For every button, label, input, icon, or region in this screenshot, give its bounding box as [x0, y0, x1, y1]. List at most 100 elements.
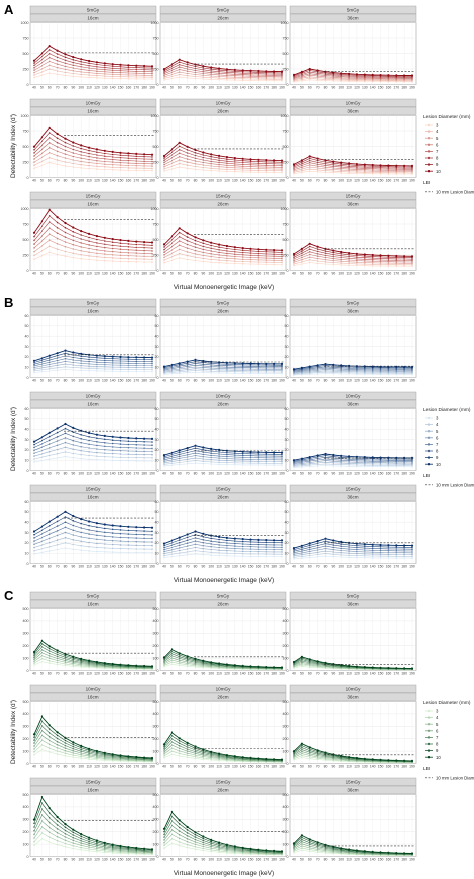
- series-point: [281, 367, 283, 369]
- series-point: [281, 459, 283, 461]
- x-tick-label: 160: [126, 379, 132, 383]
- series-point: [151, 544, 153, 547]
- series-line: [163, 838, 283, 855]
- x-tick-label: 40: [32, 179, 36, 183]
- series-point: [371, 553, 374, 555]
- strip-size-label: 36cm: [347, 494, 358, 499]
- series-point: [80, 661, 82, 664]
- series-point: [48, 64, 51, 67]
- series-point: [241, 249, 244, 252]
- series-point: [233, 68, 236, 71]
- series-point: [186, 548, 189, 550]
- x-tick-label: 130: [232, 379, 238, 383]
- series-point: [395, 548, 398, 550]
- series-point: [127, 540, 130, 543]
- series-point: [226, 262, 228, 265]
- x-tick-label: 80: [324, 379, 328, 383]
- y-tick-label: 50: [285, 324, 289, 328]
- series-point: [178, 830, 181, 832]
- series-point: [257, 848, 260, 851]
- series-point: [64, 366, 67, 368]
- x-tick-label: 170: [263, 765, 269, 769]
- series-point: [249, 371, 252, 373]
- series-point: [64, 451, 67, 453]
- series-point: [249, 543, 252, 546]
- series-point: [111, 161, 114, 163]
- series-point: [72, 524, 75, 527]
- series-point: [348, 368, 350, 371]
- series-point: [340, 465, 343, 467]
- series-line: [33, 838, 153, 855]
- series-point: [88, 358, 90, 361]
- series-point: [226, 250, 228, 252]
- series-point: [403, 759, 406, 762]
- x-tick-label: 190: [279, 672, 285, 676]
- series-point: [348, 77, 350, 79]
- series-point: [355, 455, 358, 458]
- y-tick-label: 40: [285, 334, 289, 338]
- x-tick-label: 170: [393, 379, 399, 383]
- series-point: [104, 73, 106, 75]
- series-point: [111, 63, 114, 66]
- series-point: [387, 369, 390, 371]
- series-point: [151, 537, 153, 540]
- series-line: [293, 373, 413, 376]
- series-point: [48, 52, 51, 55]
- series-point: [210, 365, 212, 368]
- series-point: [41, 533, 43, 535]
- series-point: [265, 457, 268, 459]
- series-point: [356, 371, 358, 373]
- series-point: [210, 758, 212, 760]
- series-point: [257, 254, 260, 257]
- y-tick-label: 200: [23, 644, 29, 648]
- series-point: [202, 370, 205, 372]
- series-point: [241, 79, 244, 82]
- series-point: [88, 356, 90, 358]
- series-line: [293, 251, 413, 261]
- series-point: [273, 75, 275, 78]
- x-tick-label: 130: [102, 179, 108, 183]
- series-point: [210, 73, 212, 76]
- series-line: [33, 720, 153, 759]
- series-point: [340, 172, 343, 174]
- series-point: [56, 359, 59, 362]
- series-point: [324, 545, 327, 547]
- strip-dose-label: 10mGy: [216, 100, 232, 105]
- series-point: [96, 70, 98, 72]
- x-tick-label: 180: [271, 858, 277, 862]
- series-point: [104, 168, 106, 171]
- series-point: [171, 242, 173, 244]
- series-point: [218, 168, 220, 170]
- series-point: [162, 154, 166, 158]
- series-point: [194, 662, 197, 665]
- y-tick-label: 0: [157, 83, 159, 87]
- x-tick-label: 110: [86, 672, 92, 676]
- series-point: [104, 155, 106, 157]
- series-point: [210, 158, 212, 160]
- series-line: [33, 734, 153, 761]
- x-tick-label: 120: [224, 86, 230, 90]
- strip-dose-label: 5mGy: [347, 7, 360, 12]
- series-point: [119, 532, 122, 535]
- x-tick-label: 60: [308, 565, 312, 569]
- series-point: [324, 169, 327, 172]
- series-point: [119, 459, 122, 462]
- series-point: [218, 841, 221, 844]
- series-point: [364, 553, 366, 555]
- series-point: [41, 144, 43, 147]
- series-point: [226, 71, 228, 74]
- series-point: [218, 372, 220, 374]
- x-tick-label: 180: [271, 565, 277, 569]
- series-point: [234, 372, 236, 375]
- series-point: [151, 370, 153, 373]
- series-point: [186, 236, 189, 238]
- series-point: [135, 526, 138, 529]
- x-tick-label: 90: [71, 379, 75, 383]
- series-point: [171, 462, 173, 465]
- series-point: [281, 368, 283, 371]
- series-point: [273, 553, 275, 555]
- series-point: [48, 221, 51, 223]
- series-point: [143, 441, 145, 443]
- strip-size: [159, 785, 287, 794]
